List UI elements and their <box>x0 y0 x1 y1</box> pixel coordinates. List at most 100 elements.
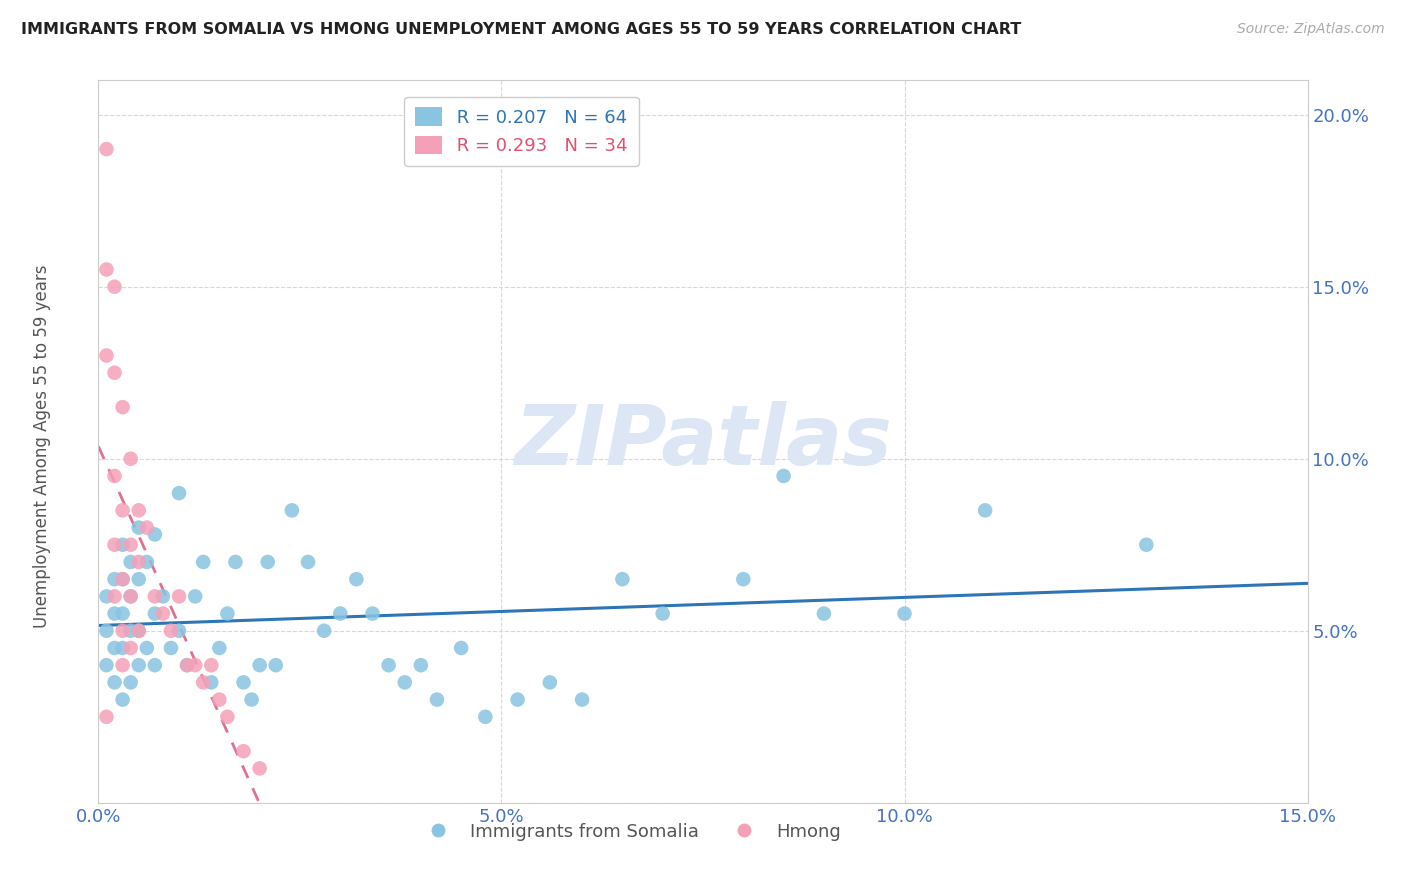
Point <box>394 675 416 690</box>
Point <box>249 658 271 673</box>
Point <box>217 607 239 621</box>
Point <box>128 658 150 673</box>
Point <box>120 451 142 466</box>
Point <box>128 624 150 638</box>
Point <box>111 640 134 655</box>
Point <box>120 640 142 655</box>
Point <box>96 590 118 604</box>
Point <box>208 640 231 655</box>
Point <box>120 590 142 604</box>
Point <box>409 658 432 673</box>
Point <box>193 555 215 569</box>
Point <box>167 486 190 500</box>
Point <box>103 640 125 655</box>
Point <box>974 503 997 517</box>
Point <box>103 366 125 380</box>
Point <box>256 555 278 569</box>
Point <box>103 590 125 604</box>
Point <box>143 527 166 541</box>
Point <box>571 692 593 706</box>
Point <box>249 761 271 775</box>
Point <box>474 710 496 724</box>
Point <box>111 538 134 552</box>
Point <box>506 692 529 706</box>
Text: ZIPatlas: ZIPatlas <box>515 401 891 482</box>
Point <box>1135 538 1157 552</box>
Point <box>103 675 125 690</box>
Point <box>184 590 207 604</box>
Point <box>314 624 336 638</box>
Point <box>103 607 125 621</box>
Legend: Immigrants from Somalia, Hmong: Immigrants from Somalia, Hmong <box>412 815 849 848</box>
Point <box>96 262 118 277</box>
Point <box>184 658 207 673</box>
Point <box>103 469 125 483</box>
Point <box>143 658 166 673</box>
Point <box>329 607 352 621</box>
Point <box>103 279 125 293</box>
Point <box>176 658 198 673</box>
Point <box>160 624 183 638</box>
Point <box>135 520 157 534</box>
Point <box>103 572 125 586</box>
Point <box>143 590 166 604</box>
Point <box>111 607 134 621</box>
Point <box>612 572 634 586</box>
Point <box>208 692 231 706</box>
Point <box>143 607 166 621</box>
Point <box>111 658 134 673</box>
Text: Unemployment Among Ages 55 to 59 years: Unemployment Among Ages 55 to 59 years <box>34 264 51 628</box>
Point <box>232 675 254 690</box>
Point <box>103 538 125 552</box>
Point <box>135 555 157 569</box>
Point <box>240 692 263 706</box>
Point <box>120 555 142 569</box>
Point <box>111 624 134 638</box>
Point <box>111 503 134 517</box>
Point <box>297 555 319 569</box>
Point <box>96 349 118 363</box>
Point <box>450 640 472 655</box>
Point <box>152 590 174 604</box>
Point <box>111 572 134 586</box>
Point <box>96 710 118 724</box>
Point <box>167 624 190 638</box>
Point <box>96 142 118 156</box>
Point <box>200 675 222 690</box>
Point <box>733 572 755 586</box>
Point <box>96 658 118 673</box>
Text: IMMIGRANTS FROM SOMALIA VS HMONG UNEMPLOYMENT AMONG AGES 55 TO 59 YEARS CORRELAT: IMMIGRANTS FROM SOMALIA VS HMONG UNEMPLO… <box>21 22 1021 37</box>
Point <box>281 503 304 517</box>
Point <box>193 675 215 690</box>
Point <box>120 675 142 690</box>
Point <box>128 624 150 638</box>
Point <box>152 607 174 621</box>
Point <box>200 658 222 673</box>
Point <box>111 572 134 586</box>
Point <box>224 555 246 569</box>
Point <box>651 607 673 621</box>
Point <box>167 590 190 604</box>
Point <box>128 503 150 517</box>
Point <box>128 520 150 534</box>
Point <box>772 469 794 483</box>
Point <box>377 658 399 673</box>
Point <box>135 640 157 655</box>
Point <box>217 710 239 724</box>
Point <box>893 607 915 621</box>
Point <box>128 555 150 569</box>
Point <box>128 572 150 586</box>
Point <box>120 538 142 552</box>
Text: Source: ZipAtlas.com: Source: ZipAtlas.com <box>1237 22 1385 37</box>
Point <box>120 590 142 604</box>
Point <box>361 607 384 621</box>
Point <box>232 744 254 758</box>
Point <box>264 658 287 673</box>
Point <box>176 658 198 673</box>
Point <box>813 607 835 621</box>
Point <box>120 624 142 638</box>
Point <box>111 400 134 414</box>
Point <box>96 624 118 638</box>
Point <box>538 675 561 690</box>
Point <box>344 572 367 586</box>
